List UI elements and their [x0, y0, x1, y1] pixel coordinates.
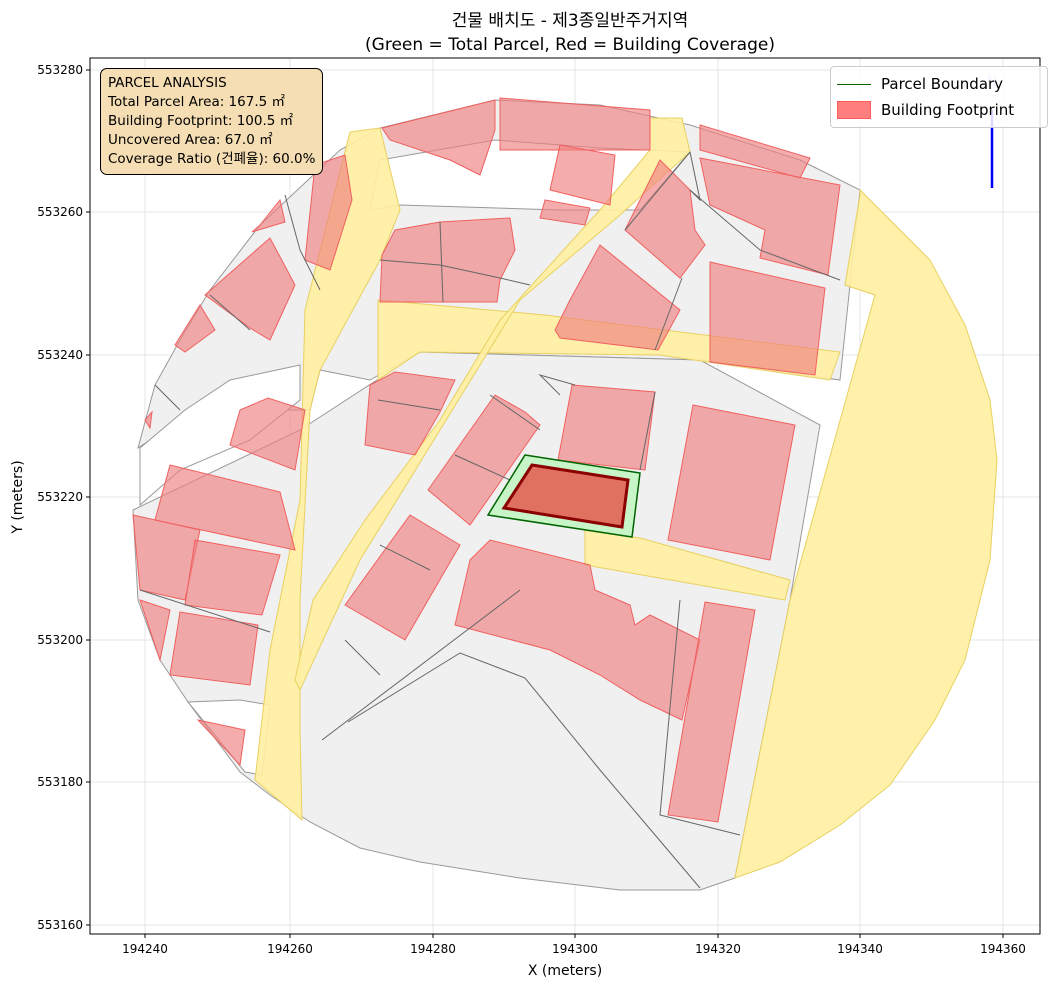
building [454, 539, 701, 721]
building [144, 410, 153, 430]
building [667, 404, 796, 561]
y-tick-label: 553280 [37, 63, 83, 77]
building [196, 719, 246, 767]
x-axis-label: X (meters) [528, 963, 602, 979]
parcel-lines [139, 151, 841, 889]
x-ticks: 194240 194260 194280 194300 194320 19434… [122, 934, 1026, 956]
axes-frame [89, 57, 1041, 935]
y-tick-label: 553220 [37, 490, 83, 504]
y-tick-label: 553260 [37, 205, 83, 219]
buildings [132, 97, 841, 823]
x-tick-label: 194240 [122, 942, 168, 956]
info-total-area: Total Parcel Area: 167.5 ㎡ [108, 94, 285, 110]
x-tick-label: 194360 [980, 942, 1026, 956]
info-coverage-ratio: Coverage Ratio (건폐율): 60.0% [108, 151, 316, 167]
y-axis-label: Y (meters) [10, 460, 26, 534]
building [364, 371, 456, 456]
building [554, 244, 681, 351]
building [174, 304, 216, 353]
legend-item-parcel-boundary: Parcel Boundary [837, 71, 1041, 97]
target-parcel[interactable] [486, 454, 641, 538]
building [154, 464, 296, 551]
building [184, 539, 281, 616]
y-tick-label: 553160 [37, 918, 83, 932]
x-tick-label: 194300 [552, 942, 598, 956]
legend-label: Parcel Boundary [881, 75, 1004, 93]
building [539, 199, 591, 226]
building [344, 514, 461, 641]
x-tick-label: 194320 [695, 942, 741, 956]
building [304, 154, 353, 271]
legend: Parcel Boundary Building Footprint [830, 66, 1048, 128]
patch-swatch-icon [837, 101, 871, 119]
building [169, 611, 259, 686]
info-footprint: Building Footprint: 100.5 ㎡ [108, 113, 294, 129]
building [251, 198, 286, 233]
y-tick-label: 553180 [37, 775, 83, 789]
building [139, 599, 171, 662]
legend-item-building-footprint: Building Footprint [837, 97, 1041, 123]
info-heading: PARCEL ANALYSIS [108, 75, 227, 91]
title-line1: 건물 배치도 - 제3종일반주거지역 [452, 11, 688, 31]
building [699, 157, 841, 276]
building [229, 397, 306, 471]
building [381, 99, 496, 176]
info-uncovered: Uncovered Area: 67.0 ㎡ [108, 132, 273, 148]
building [667, 601, 756, 823]
building [427, 394, 541, 526]
y-ticks: 553280 553260 553240 553220 553200 55318… [37, 63, 90, 932]
building [557, 384, 656, 471]
line-swatch-icon [837, 83, 871, 85]
x-tick-label: 194280 [410, 942, 456, 956]
road-right [734, 188, 998, 879]
building [132, 514, 201, 601]
plot-area: N [89, 57, 1041, 935]
parcel-analysis-box: PARCEL ANALYSIS Total Parcel Area: 167.5… [100, 68, 324, 175]
building-footprint [501, 463, 630, 529]
title-line2: (Green = Total Parcel, Red = Building Co… [365, 35, 775, 55]
building [709, 261, 826, 376]
y-tick-label: 553240 [37, 348, 83, 362]
legend-label: Building Footprint [881, 101, 1015, 119]
y-tick-label: 553200 [37, 633, 83, 647]
building [549, 144, 616, 206]
building [499, 97, 651, 151]
building [379, 217, 516, 303]
x-tick-label: 194340 [837, 942, 883, 956]
x-tick-label: 194260 [267, 942, 313, 956]
building [204, 237, 296, 341]
